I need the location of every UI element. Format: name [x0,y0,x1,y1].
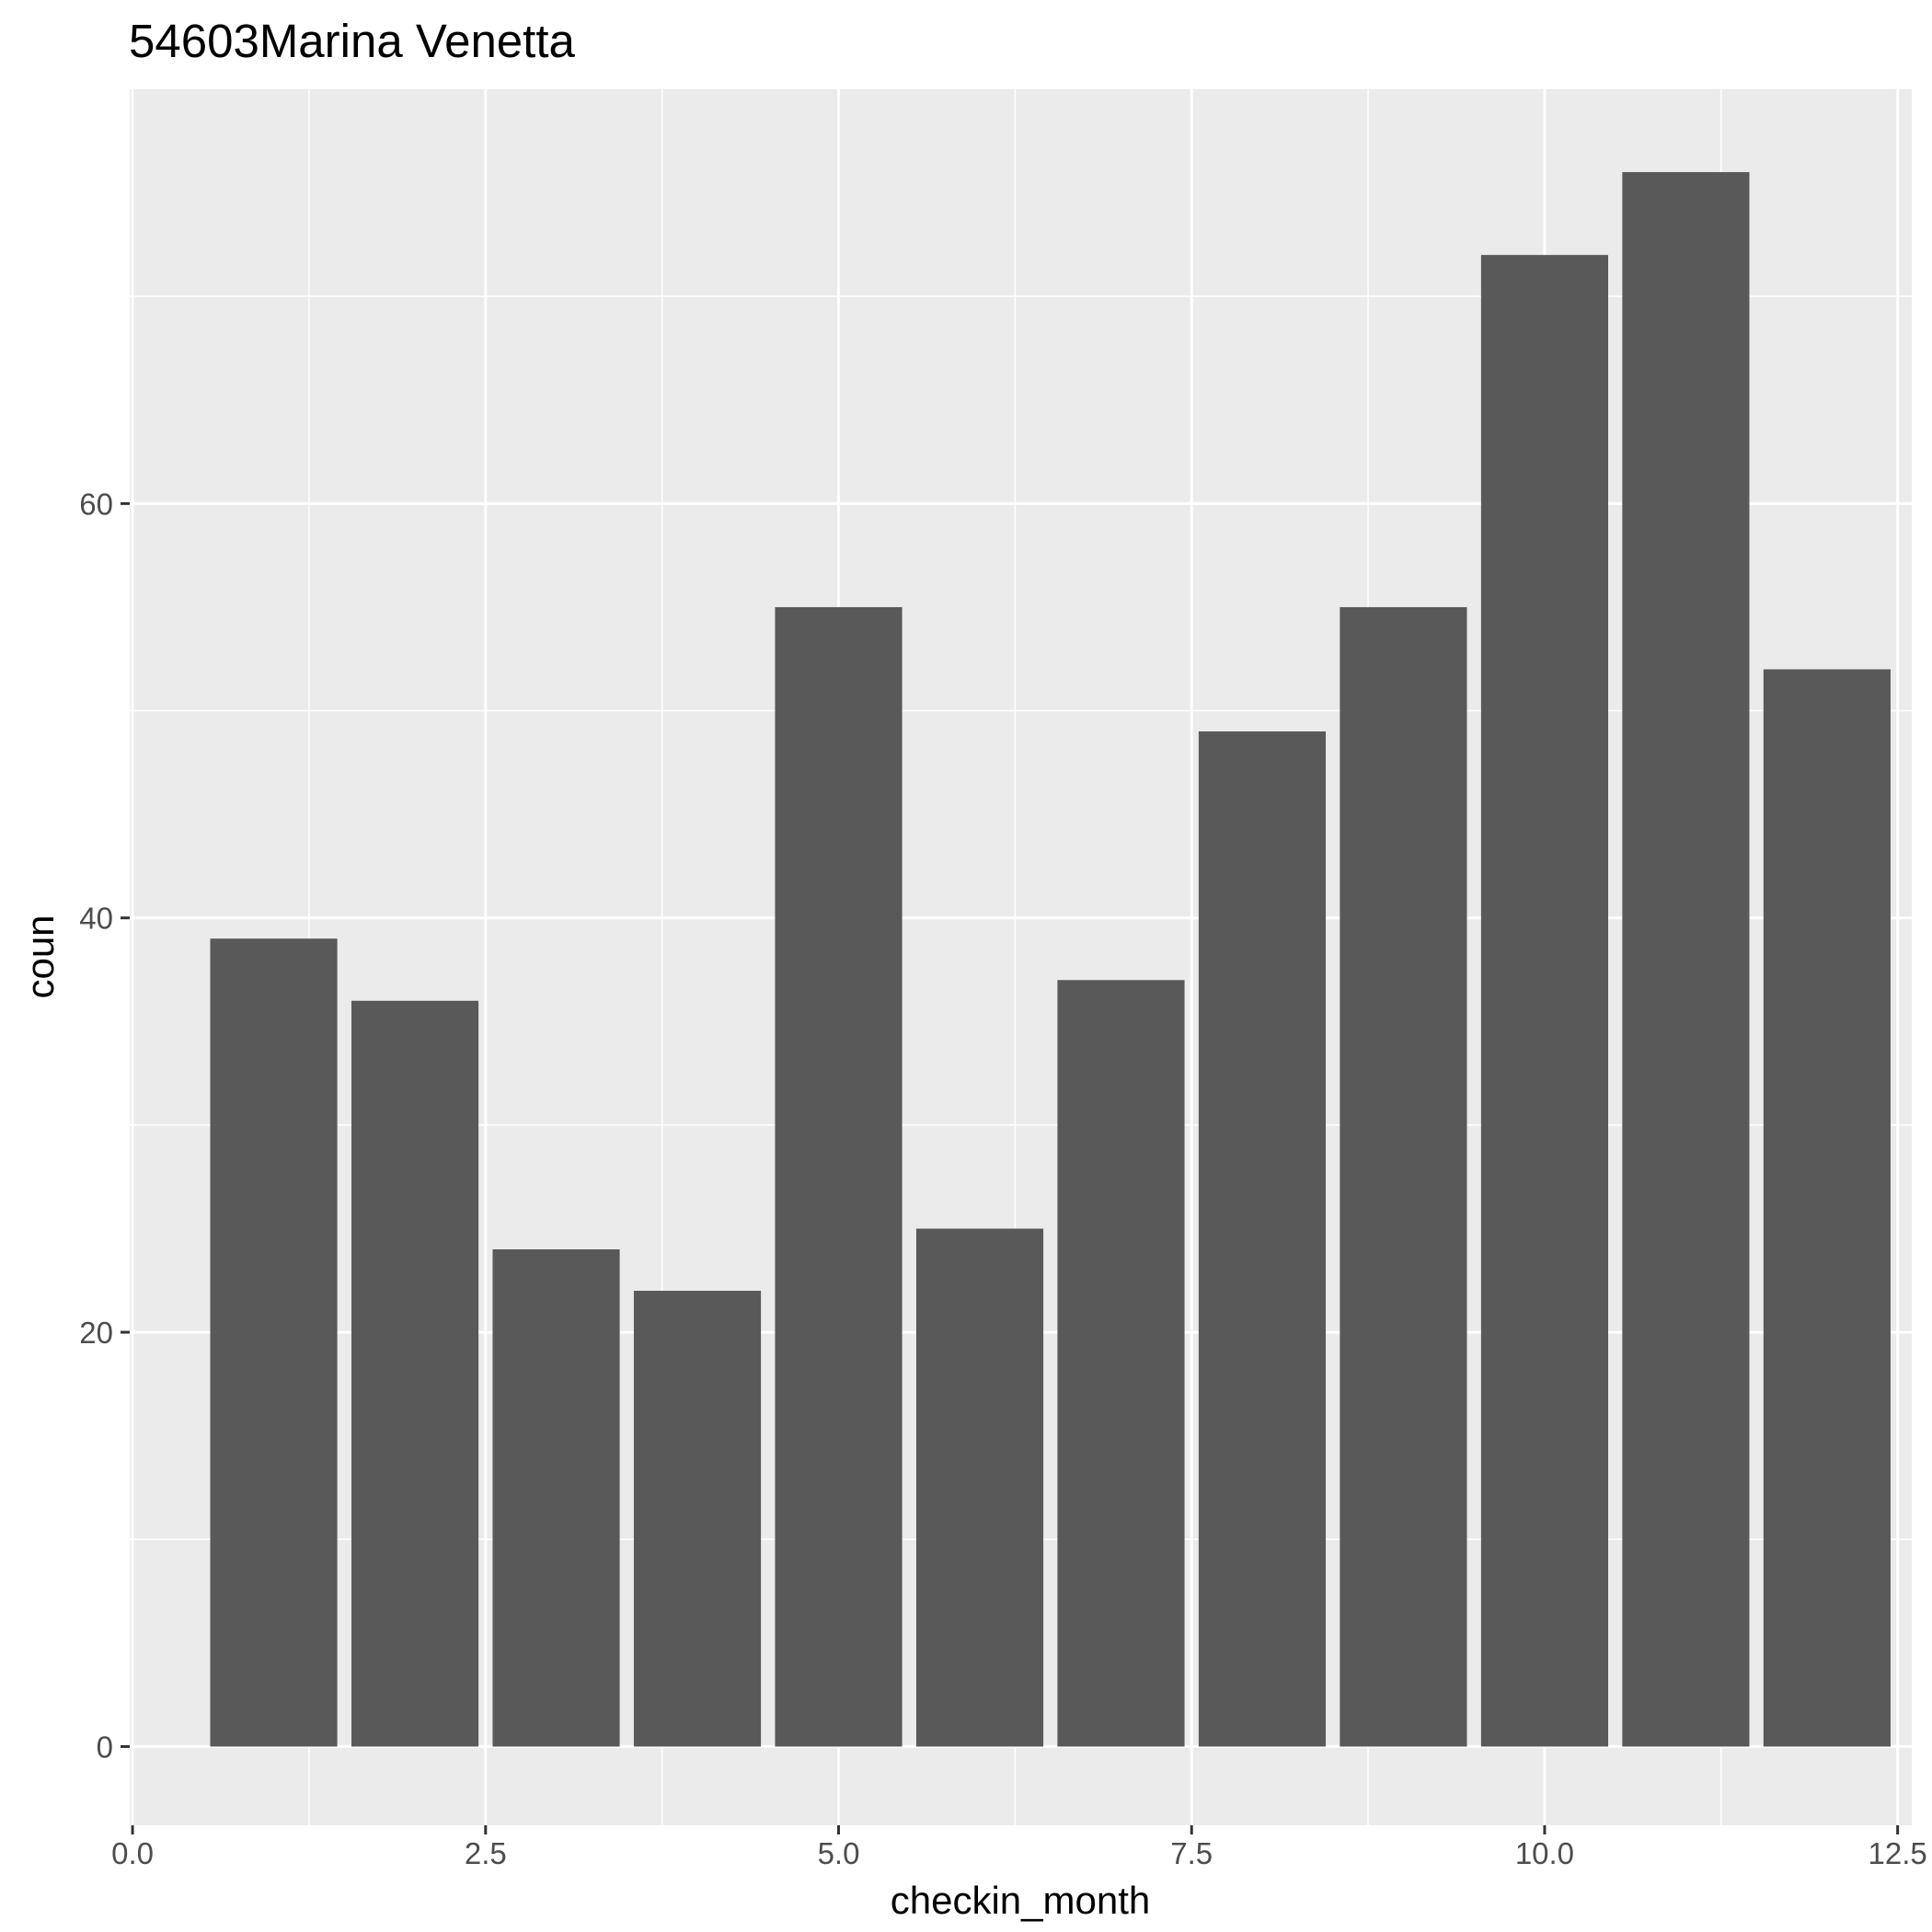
y-tick-label: 0 [97,1730,113,1764]
bar-month-5 [775,606,903,1747]
bars [210,172,1891,1747]
x-tick-label: 7.5 [1170,1836,1213,1870]
bar-month-9 [1340,606,1467,1747]
bar-month-4 [633,1291,762,1747]
bar-month-8 [1198,731,1327,1747]
y-axis-title: coun [18,914,62,998]
x-tick-label: 12.5 [1869,1836,1927,1870]
bar-month-10 [1480,255,1609,1747]
y-tick-label: 20 [79,1316,113,1350]
bar-month-3 [492,1249,620,1747]
x-tick-label: 5.0 [818,1836,860,1870]
bar-month-12 [1763,669,1891,1747]
bar-month-11 [1622,172,1750,1747]
bar-month-1 [210,938,338,1747]
x-axis-title: checkin_month [891,1879,1151,1922]
bar-month-7 [1057,980,1185,1747]
y-tick-label: 40 [79,902,113,936]
x-tick-label: 0.0 [111,1836,154,1870]
x-axis: 0.0 2.5 5.0 7.5 10.0 12.5 [111,1825,1927,1870]
x-tick-label: 2.5 [465,1836,507,1870]
y-axis: 0 20 40 60 [79,487,130,1764]
bar-month-2 [351,1000,479,1747]
bar-month-6 [915,1228,1044,1747]
y-tick-label: 60 [79,487,113,521]
x-tick-label: 10.0 [1515,1836,1574,1870]
chart-title: 54603Marina Venetta [129,15,576,67]
